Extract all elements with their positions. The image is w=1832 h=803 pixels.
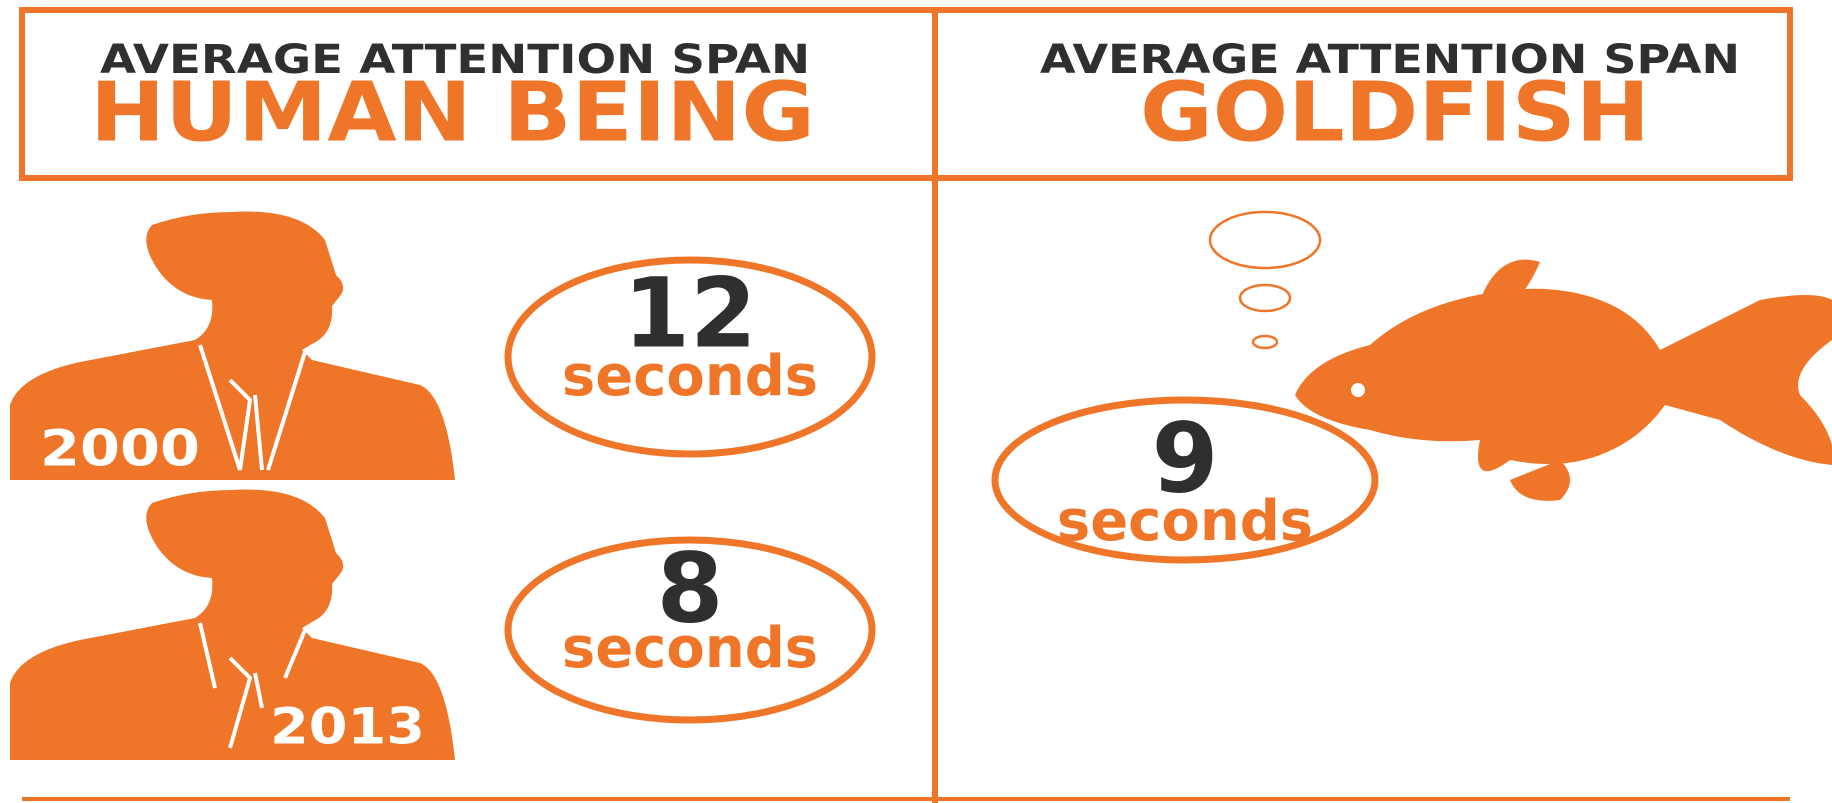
right-subject: GOLDFISH	[1140, 65, 1650, 160]
bubble	[1253, 336, 1277, 348]
fish-body	[1295, 289, 1832, 472]
unit: seconds	[1057, 489, 1313, 554]
left-subject: HUMAN BEING	[90, 65, 815, 160]
year-label: 2000	[40, 420, 200, 478]
unit: seconds	[562, 616, 818, 681]
bubble	[1210, 212, 1320, 268]
unit: seconds	[562, 344, 818, 409]
bubble	[1240, 285, 1290, 311]
page: {"left": {"heading": "AVERAGE ATTENTION …	[0, 0, 1832, 803]
year-label: 2013	[270, 698, 425, 756]
infographic: AVERAGE ATTENTION SPAN HUMAN BEING AVERA…	[0, 0, 1832, 803]
fish-eye	[1351, 383, 1365, 397]
fish-fin	[1510, 460, 1570, 501]
goldfish	[1295, 260, 1832, 501]
